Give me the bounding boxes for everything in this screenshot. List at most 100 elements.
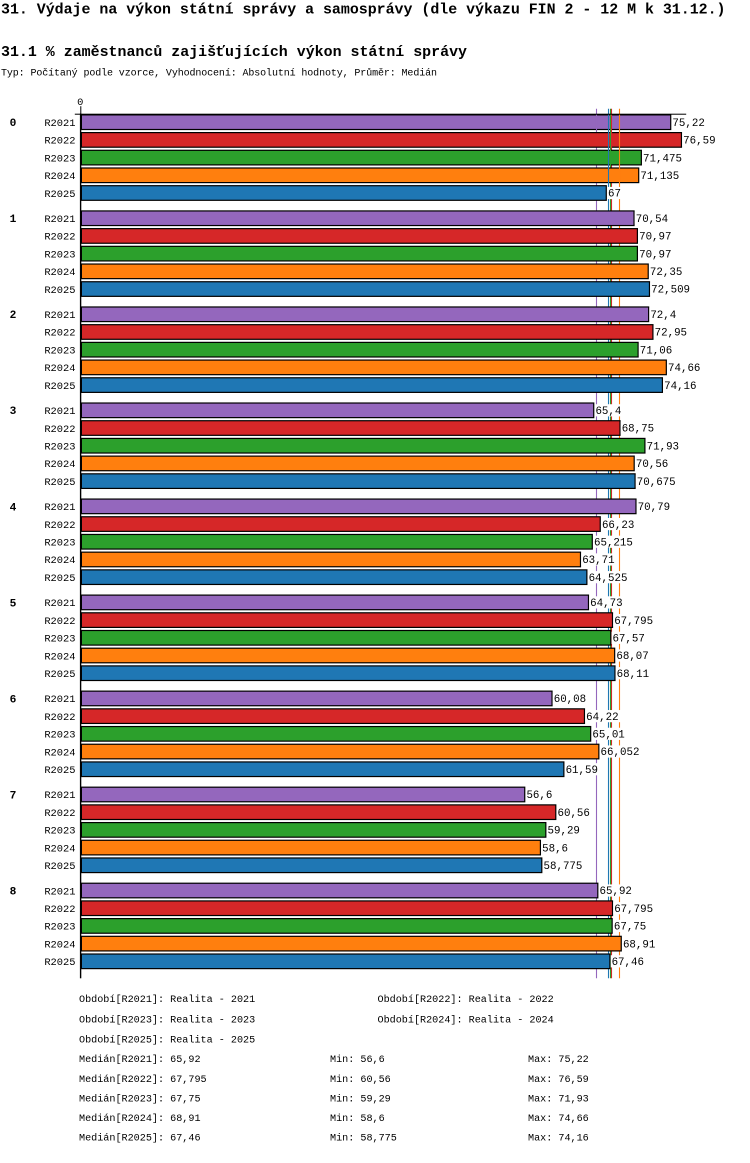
svg-text:Období[R2022]: Realita - 2022: Období[R2022]: Realita - 2022	[378, 994, 554, 1006]
svg-text:R2021: R2021	[44, 406, 75, 418]
svg-text:R2023: R2023	[44, 538, 75, 550]
svg-text:R2022: R2022	[44, 616, 75, 628]
svg-text:71,93: 71,93	[647, 441, 679, 453]
svg-text:R2022: R2022	[44, 424, 75, 436]
svg-text:6: 6	[10, 694, 17, 706]
svg-text:R2021: R2021	[44, 886, 75, 898]
svg-text:64,525: 64,525	[589, 573, 628, 585]
svg-text:60,08: 60,08	[554, 694, 586, 706]
svg-text:67,46: 67,46	[612, 957, 644, 969]
svg-text:2: 2	[10, 310, 17, 322]
svg-text:Medián[R2022]: 67,795: Medián[R2022]: 67,795	[79, 1074, 207, 1086]
svg-text:R2023: R2023	[44, 441, 75, 453]
svg-text:72,509: 72,509	[651, 285, 690, 297]
svg-text:65,215: 65,215	[594, 537, 633, 549]
svg-text:Max: 74,16: Max: 74,16	[528, 1134, 589, 1145]
svg-text:70,56: 70,56	[636, 459, 668, 471]
svg-text:R2025: R2025	[44, 381, 75, 393]
svg-text:68,75: 68,75	[622, 424, 654, 436]
svg-text:Max: 75,22: Max: 75,22	[528, 1055, 589, 1066]
svg-text:R2025: R2025	[44, 957, 75, 969]
svg-text:R2022: R2022	[44, 808, 75, 820]
svg-text:R2025: R2025	[44, 573, 75, 585]
svg-text:67,795: 67,795	[614, 616, 653, 628]
svg-text:R2024: R2024	[44, 747, 75, 759]
svg-text:Medián[R2021]: 65,92: Medián[R2021]: 65,92	[79, 1054, 201, 1066]
svg-text:R2025: R2025	[44, 669, 75, 681]
svg-text:56,6: 56,6	[526, 790, 552, 802]
svg-text:61,59: 61,59	[566, 765, 598, 777]
svg-text:R2022: R2022	[44, 520, 75, 532]
svg-text:Období[R2023]: Realita - 2023: Období[R2023]: Realita - 2023	[79, 1014, 255, 1026]
svg-text:R2023: R2023	[44, 730, 75, 742]
svg-text:5: 5	[10, 598, 17, 610]
svg-text:R2024: R2024	[44, 171, 75, 183]
svg-text:R2023: R2023	[44, 249, 75, 261]
svg-text:65,92: 65,92	[600, 886, 632, 898]
svg-text:31. Výdaje na výkon státní spr: 31. Výdaje na výkon státní správy a samo…	[1, 2, 726, 18]
svg-text:R2025: R2025	[44, 477, 75, 489]
svg-text:R2023: R2023	[44, 634, 75, 646]
svg-text:66,052: 66,052	[601, 747, 640, 759]
svg-text:67,57: 67,57	[612, 634, 644, 646]
svg-text:R2021: R2021	[44, 790, 75, 802]
svg-text:R2024: R2024	[44, 363, 75, 375]
svg-text:R2024: R2024	[44, 267, 75, 279]
svg-text:Min: 59,29: Min: 59,29	[330, 1093, 391, 1105]
svg-text:R2021: R2021	[44, 694, 75, 706]
svg-text:68,91: 68,91	[623, 939, 655, 951]
svg-text:65,4: 65,4	[595, 406, 621, 418]
svg-text:R2021: R2021	[44, 214, 75, 226]
svg-text:R2021: R2021	[44, 598, 75, 610]
svg-text:Období[R2021]: Realita - 2021: Období[R2021]: Realita - 2021	[79, 994, 255, 1006]
svg-text:71,475: 71,475	[643, 153, 682, 165]
svg-text:R2023: R2023	[44, 345, 75, 357]
svg-text:64,22: 64,22	[586, 712, 618, 724]
svg-text:1: 1	[10, 214, 17, 226]
svg-text:R2024: R2024	[44, 555, 75, 567]
svg-text:72,95: 72,95	[655, 328, 687, 340]
svg-text:71,06: 71,06	[640, 345, 672, 357]
svg-text:58,775: 58,775	[544, 861, 583, 873]
svg-text:R2021: R2021	[44, 118, 75, 130]
svg-text:68,07: 68,07	[616, 651, 648, 663]
svg-text:Max: 74,66: Max: 74,66	[528, 1114, 589, 1125]
svg-text:4: 4	[10, 502, 17, 514]
svg-text:Medián[R2023]: 67,75: Medián[R2023]: 67,75	[79, 1093, 201, 1105]
svg-text:Min: 58,775: Min: 58,775	[330, 1133, 397, 1145]
svg-text:Medián[R2025]: 67,46: Medián[R2025]: 67,46	[79, 1133, 201, 1145]
svg-text:Období[R2024]: Realita - 2024: Období[R2024]: Realita - 2024	[378, 1014, 554, 1026]
svg-text:60,56: 60,56	[557, 808, 589, 820]
svg-text:R2025: R2025	[44, 285, 75, 297]
svg-text:3: 3	[10, 406, 17, 418]
svg-text:70,675: 70,675	[637, 477, 676, 489]
svg-text:Max: 76,59: Max: 76,59	[528, 1075, 589, 1086]
svg-text:R2025: R2025	[44, 765, 75, 777]
svg-text:R2021: R2021	[44, 502, 75, 514]
svg-text:74,66: 74,66	[668, 363, 700, 375]
svg-text:R2024: R2024	[44, 651, 75, 663]
svg-text:R2023: R2023	[44, 826, 75, 838]
svg-text:76,59: 76,59	[683, 136, 715, 148]
svg-text:74,16: 74,16	[664, 381, 696, 393]
svg-text:Typ: Počítaný podle vzorce, Vy: Typ: Počítaný podle vzorce, Vyhodnocení:…	[1, 66, 437, 79]
svg-text:72,4: 72,4	[650, 310, 676, 322]
svg-text:R2023: R2023	[44, 153, 75, 165]
svg-text:68,11: 68,11	[617, 669, 649, 681]
svg-text:67,75: 67,75	[614, 922, 646, 934]
svg-text:Min: 60,56: Min: 60,56	[330, 1074, 391, 1086]
svg-text:R2023: R2023	[44, 922, 75, 934]
svg-text:70,54: 70,54	[636, 214, 668, 226]
svg-text:63,71: 63,71	[582, 555, 614, 567]
svg-text:R2021: R2021	[44, 310, 75, 322]
svg-text:R2025: R2025	[44, 861, 75, 873]
svg-text:R2022: R2022	[44, 904, 75, 916]
svg-text:0: 0	[77, 97, 83, 109]
svg-text:70,97: 70,97	[639, 249, 671, 261]
svg-text:R2024: R2024	[44, 843, 75, 855]
svg-text:Medián[R2024]: 68,91: Medián[R2024]: 68,91	[79, 1113, 201, 1125]
svg-text:R2024: R2024	[44, 459, 75, 471]
svg-text:65,01: 65,01	[592, 730, 624, 742]
svg-text:R2025: R2025	[44, 189, 75, 201]
svg-text:58,6: 58,6	[542, 843, 568, 855]
